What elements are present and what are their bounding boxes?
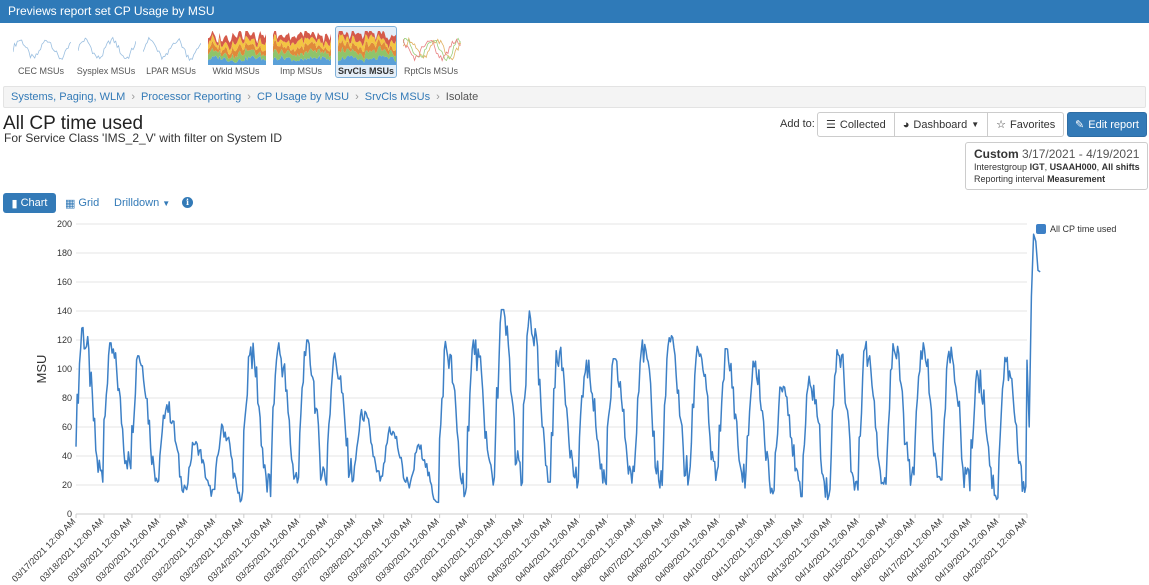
breadcrumb-separator: › — [436, 91, 440, 103]
thumbnail-cec-msus[interactable]: CEC MSUs — [10, 26, 72, 78]
y-tick-label: 100 — [57, 364, 72, 374]
add-to-button-group: ☰ Collected ◕ Dashboard ▼ ☆ Favorites — [817, 112, 1065, 137]
y-tick-label: 180 — [57, 248, 72, 258]
dashboard-label: Dashboard — [913, 118, 968, 131]
interest-prefix: Interestgroup — [974, 162, 1028, 172]
favorites-button[interactable]: ☆ Favorites — [987, 112, 1065, 137]
breadcrumb-separator: › — [355, 91, 359, 103]
breadcrumb-item[interactable]: Systems, Paging, WLM — [11, 91, 126, 103]
y-axis-label: MSU — [34, 355, 49, 384]
window-title-bar: Previews report set CP Usage by MSU — [0, 0, 1149, 23]
interval-label: Reporting interval — [974, 174, 1045, 184]
interval-value: Measurement — [1047, 174, 1106, 184]
thumbnail-label: Wkld MSUs — [212, 66, 260, 76]
thumbnail-preview — [208, 31, 266, 65]
y-tick-label: 120 — [57, 335, 72, 345]
breadcrumb-separator: › — [247, 91, 251, 103]
y-tick-label: 160 — [57, 277, 72, 287]
dashboard-icon: ◕ — [902, 118, 910, 131]
thumbnail-preview — [143, 36, 201, 62]
breadcrumb-item: Isolate — [445, 91, 479, 103]
legend-label: All CP time used — [1050, 224, 1117, 234]
thumbnail-preview — [403, 36, 461, 62]
breadcrumb: Systems, Paging, WLM › Processor Reporting… — [3, 86, 1146, 108]
drilldown-label: Drilldown — [114, 197, 160, 209]
caret-down-icon: ▼ — [971, 120, 980, 129]
series-line-all-cp-time-used[interactable] — [75, 233, 1041, 504]
y-tick-label: 20 — [62, 480, 72, 490]
thumbnail-preview — [13, 39, 71, 60]
tab-chart-label: Chart — [20, 197, 48, 209]
dashboard-button[interactable]: ◕ Dashboard ▼ — [893, 112, 989, 137]
tab-grid[interactable]: ▦ Grid — [65, 193, 99, 213]
thumbnail-srvcls-msus[interactable]: SrvCls MSUs — [335, 26, 397, 78]
tab-chart[interactable]: ▮ Chart — [3, 193, 56, 213]
collected-label: Collected — [839, 118, 886, 131]
list-icon: ☰ — [826, 119, 836, 131]
caret-down-icon: ▼ — [162, 198, 171, 208]
collected-button[interactable]: ☰ Collected — [817, 112, 895, 137]
y-tick-label: 0 — [67, 509, 72, 519]
thumbnail-sysplex-msus[interactable]: Sysplex MSUs — [75, 26, 137, 78]
add-to-label: Add to: — [780, 118, 815, 130]
page-subtitle: For Service Class 'IMS_2_V' with filter … — [4, 131, 282, 145]
cp-usage-line-chart: 020406080100120140160180200MSU03/17/2021… — [10, 219, 1041, 584]
date-range-box[interactable]: Custom 3/17/2021 - 4/19/2021 Interestgro… — [965, 142, 1148, 190]
page-title: All CP time used — [3, 113, 144, 134]
info-icon[interactable]: i — [182, 197, 193, 208]
legend-swatch — [1036, 224, 1046, 234]
interest-group: IGT — [1029, 162, 1045, 172]
thumbnail-label: Imp MSUs — [279, 66, 322, 76]
edit-report-label: Edit report — [1088, 118, 1139, 131]
chart-legend[interactable]: All CP time used — [1036, 224, 1116, 234]
system-id: USAAH000 — [1049, 162, 1097, 172]
breadcrumb-item[interactable]: SrvCls MSUs — [364, 91, 431, 103]
report-thumbnails: CEC MSUs Sysplex MSUs LPAR MSUs Wkld MSUs Im… — [0, 23, 1149, 82]
thumbnail-preview — [338, 31, 396, 65]
thumbnail-preview — [78, 36, 136, 60]
grid-icon: ▦ — [65, 197, 76, 210]
thumbnail-wkld-msus[interactable]: Wkld MSUs — [205, 26, 267, 78]
breadcrumb-separator: › — [131, 91, 135, 103]
shifts: All shifts — [1101, 162, 1140, 172]
edit-report-button[interactable]: ✎ Edit report — [1067, 112, 1147, 137]
interest-group-line: Interestgroup IGT, USAAH000, All shifts — [974, 162, 1140, 172]
thumbnail-rptcls-msus[interactable]: RptCls MSUs — [400, 26, 462, 78]
thumbnail-label: LPAR MSUs — [146, 66, 196, 76]
thumbnail-preview — [273, 31, 331, 65]
range-title: Custom 3/17/2021 - 4/19/2021 — [974, 147, 1139, 161]
y-tick-label: 200 — [57, 219, 72, 229]
bar-chart-icon: ▮ — [11, 197, 18, 210]
tab-grid-label: Grid — [78, 197, 100, 209]
drilldown-dropdown[interactable]: Drilldown ▼ — [114, 193, 170, 213]
y-tick-label: 140 — [57, 306, 72, 316]
thumbnail-label: CEC MSUs — [17, 66, 64, 76]
y-tick-label: 40 — [62, 451, 72, 461]
thumbnail-label: Sysplex MSUs — [76, 66, 136, 76]
thumbnail-imp-msus[interactable]: Imp MSUs — [270, 26, 332, 78]
y-tick-label: 60 — [62, 422, 72, 432]
range-dates: 3/17/2021 - 4/19/2021 — [1022, 147, 1140, 161]
favorites-label: Favorites — [1010, 118, 1056, 131]
y-tick-label: 80 — [62, 393, 72, 403]
range-type: Custom — [974, 147, 1019, 161]
thumbnail-label: RptCls MSUs — [403, 66, 458, 76]
breadcrumb-item[interactable]: CP Usage by MSU — [256, 91, 350, 103]
thumbnail-lpar-msus[interactable]: LPAR MSUs — [140, 26, 202, 78]
star-icon: ☆ — [996, 119, 1007, 131]
thumbnail-label: SrvCls MSUs — [337, 66, 395, 76]
window-title: Previews report set CP Usage by MSU — [8, 4, 215, 18]
breadcrumb-item[interactable]: Processor Reporting — [141, 91, 242, 103]
edit-icon: ✎ — [1075, 119, 1085, 131]
interval-line: Reporting interval Measurement — [974, 173, 1139, 185]
